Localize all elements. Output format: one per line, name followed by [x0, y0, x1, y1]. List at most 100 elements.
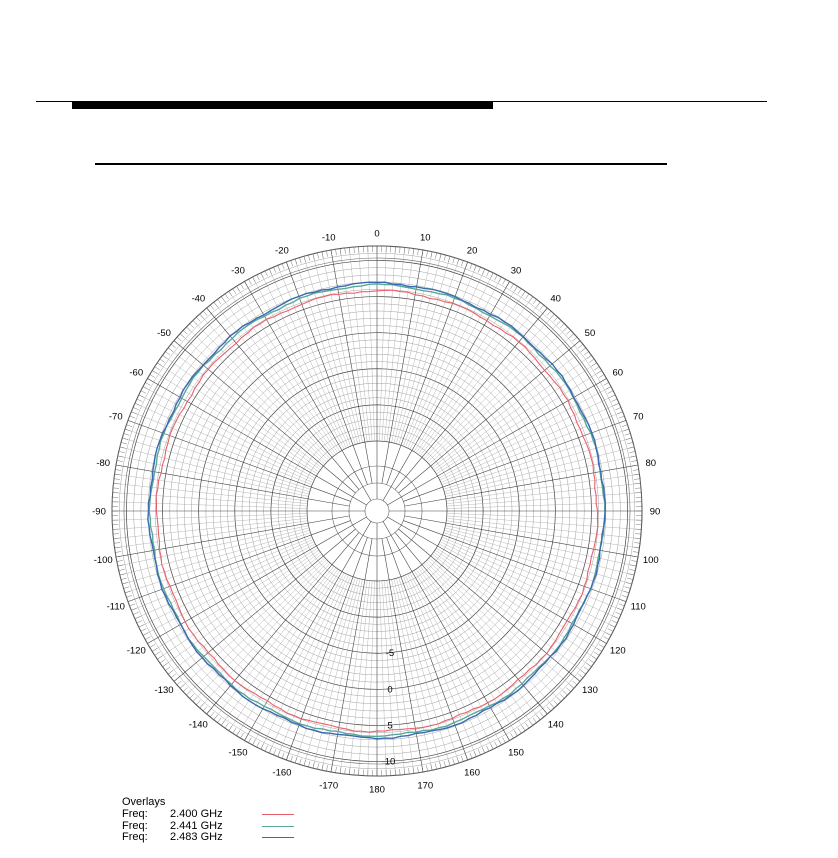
grid-spoke — [349, 247, 370, 442]
grid-spoke — [413, 286, 518, 452]
grid-spoke — [147, 516, 367, 644]
rim-tick — [589, 659, 595, 664]
grid-spoke — [386, 580, 415, 774]
rim-tick — [248, 279, 252, 285]
grid-spoke — [358, 246, 373, 442]
grid-spoke — [162, 355, 321, 470]
rim-tick — [147, 640, 153, 644]
rim-tick — [312, 253, 315, 260]
rim-tick — [490, 272, 494, 279]
rim-tick — [232, 728, 237, 734]
rim-tick — [529, 720, 533, 726]
rim-tick — [183, 687, 188, 692]
rim-tick — [294, 757, 298, 764]
grid-spoke — [114, 520, 308, 549]
grid-spoke — [138, 541, 315, 628]
rim-tick — [510, 283, 514, 290]
rim-tick — [119, 446, 126, 449]
rim-tick — [634, 483, 641, 485]
rim-tick — [594, 651, 600, 656]
grid-spoke — [339, 580, 368, 774]
rim-tick — [206, 307, 211, 313]
rim-tick — [113, 542, 120, 544]
grid-spoke — [260, 272, 347, 449]
angle-tick-label: -40 — [191, 294, 205, 305]
rim-tick — [580, 347, 586, 352]
rim-tick — [583, 351, 589, 356]
grid-spoke — [446, 513, 642, 521]
rim-tick — [617, 411, 623, 415]
rim-tick — [183, 330, 188, 335]
rim-tick — [273, 749, 276, 756]
rim-tick — [136, 620, 143, 624]
grid-spoke — [396, 578, 451, 766]
angle-tick-label: 30 — [511, 266, 522, 277]
rim-tick — [566, 687, 571, 692]
angle-tick-label: 170 — [417, 780, 433, 791]
rim-tick — [478, 266, 481, 273]
rim-tick — [525, 293, 530, 299]
rim-tick — [482, 268, 485, 275]
grid-spoke — [382, 521, 510, 741]
angle-tick-label: -80 — [96, 458, 110, 469]
rim-tick — [264, 745, 268, 752]
grid-spoke — [112, 513, 308, 521]
rim-tick — [165, 351, 171, 356]
grid-spoke — [122, 437, 310, 492]
rim-tick — [566, 330, 571, 335]
rim-tick — [633, 546, 640, 549]
rim-tick — [113, 483, 120, 485]
rim-tick — [326, 250, 328, 257]
grid-spoke — [446, 520, 640, 549]
rim-tick — [456, 258, 460, 265]
grid-spoke — [157, 549, 320, 660]
grid-spoke — [418, 296, 533, 455]
grid-spoke — [418, 567, 533, 726]
rim-tick — [629, 451, 636, 453]
rim-tick — [461, 755, 464, 762]
grid-spoke — [444, 446, 635, 495]
rim-tick — [633, 473, 640, 476]
rim-tick — [114, 473, 121, 476]
grid-spoke — [113, 483, 308, 504]
grid-spoke — [444, 437, 632, 492]
rim-tick — [498, 276, 502, 283]
grid-spoke — [446, 473, 640, 502]
rim-tick — [303, 256, 306, 263]
grid-spoke — [382, 281, 510, 501]
rim-tick — [439, 762, 442, 769]
grid-spoke — [439, 541, 616, 628]
grid-spoke — [173, 340, 356, 494]
rim-tick — [631, 460, 638, 462]
rim-tick — [412, 767, 415, 774]
rim-tick — [117, 564, 124, 567]
legend: Overlays Freq: 2.400 GHz Freq: 2.441 GHz… — [122, 796, 294, 844]
angle-tick-label: 20 — [467, 245, 478, 256]
rim-tick — [145, 382, 151, 386]
rim-tick — [525, 723, 530, 729]
grid-spoke — [157, 362, 320, 473]
rim-tick — [465, 261, 468, 268]
rim-tick — [123, 433, 130, 436]
grid-spoke — [428, 333, 575, 465]
rim-tick — [607, 628, 614, 632]
rim-tick — [613, 403, 620, 406]
angle-tick-label: 80 — [645, 458, 656, 469]
rim-tick — [550, 313, 555, 319]
grid-spoke — [168, 553, 322, 675]
grid-spoke — [443, 532, 630, 594]
rim-tick — [112, 487, 120, 489]
rim-tick — [116, 560, 123, 562]
rim-tick — [312, 762, 315, 769]
legend-key: Freq: — [122, 831, 148, 843]
grid-spoke — [152, 370, 318, 475]
grid-spoke — [438, 543, 612, 636]
rim-tick — [244, 735, 248, 741]
rim-tick — [559, 693, 565, 699]
rim-tick — [273, 266, 276, 273]
angle-tick-label: 10 — [420, 233, 431, 244]
rim-tick — [605, 632, 612, 636]
rim-tick — [634, 487, 642, 489]
rim-tick — [539, 712, 544, 718]
rim-tick — [469, 263, 473, 270]
